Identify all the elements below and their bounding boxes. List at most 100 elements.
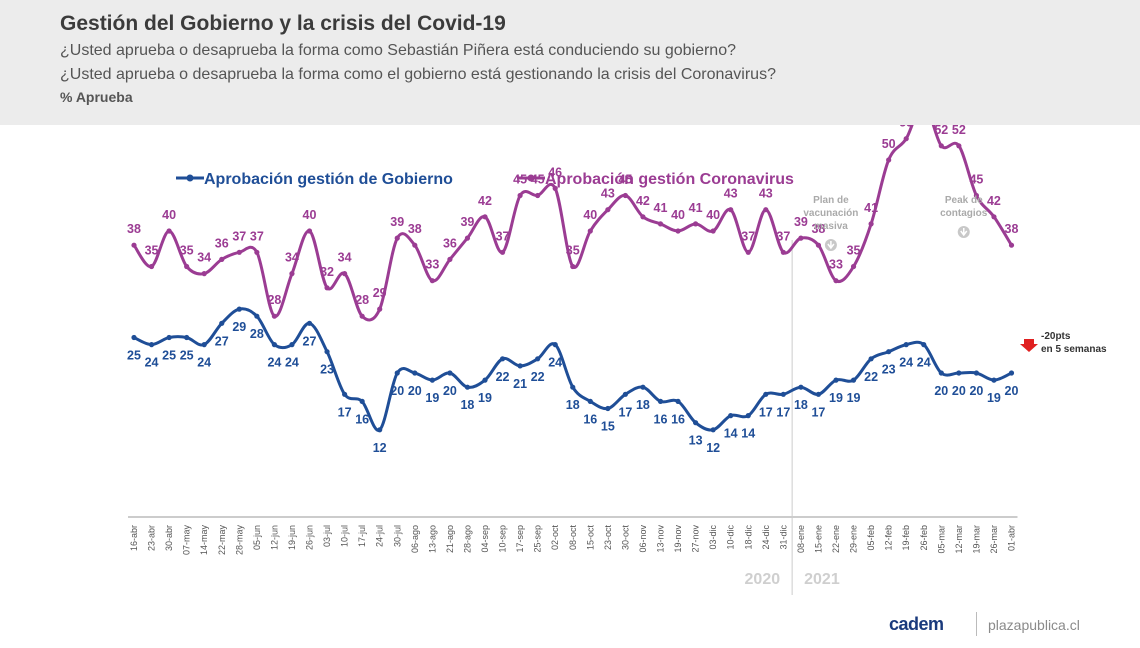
x-tick-label: 16-abr [129,525,139,551]
annotation-text: Plan de [813,195,849,206]
data-label: 16 [583,412,597,426]
x-tick-label: 05-jun [252,525,262,550]
data-point [429,278,435,284]
footer-site-link[interactable]: plazapublica.cl [988,617,1080,633]
data-point [640,384,646,390]
data-point [693,221,699,227]
data-point [394,370,400,376]
data-label: 27 [303,334,317,348]
legend: Aprobación gestión de Gobierno Aprobació… [176,171,794,188]
x-tick-label: 06-ago [410,525,420,553]
data-label: 19 [829,391,843,405]
data-point [552,342,558,348]
data-label: 36 [215,236,229,250]
data-point [956,143,962,149]
data-point [201,342,207,348]
data-label: 18 [636,398,650,412]
data-label: 18 [566,398,580,412]
x-tick-label: 12-mar [954,525,964,554]
data-label: 34 [338,251,352,265]
x-tick-label: 13-ago [427,525,437,553]
data-label: 17 [811,405,825,419]
data-label: 25 [127,349,141,363]
data-label: 33 [829,258,843,272]
data-label: 45 [513,173,527,187]
x-tick-label: 08-oct [568,525,578,551]
plot-area: 16-abr 23-abr 30-abr 07-may 14-may 22-may 28-m… [127,125,1107,595]
data-label: 42 [987,194,1001,208]
cadem-logo: cadem [889,614,944,634]
x-tick-label: 25-sep [533,525,543,553]
x-tick-label: 19-feb [901,525,911,551]
data-label: 43 [759,187,773,201]
data-point [359,398,365,404]
data-point [166,334,172,341]
question-gobierno: ¿Usted aprueba o desaprueba la forma com… [60,42,736,59]
data-label: 38 [408,222,422,236]
data-label: 20 [390,384,404,398]
data-point [219,256,225,262]
data-point [675,228,681,234]
data-point [166,228,172,234]
data-point [429,377,435,383]
data-point [587,228,593,234]
down-arrow-glyph [960,228,968,237]
x-tick-label: 13-nov [656,525,666,553]
data-label: 19 [478,391,492,405]
x-tick-label: 26-jun [305,525,315,550]
data-point [306,228,313,234]
data-label: 37 [232,229,246,243]
data-label: 43 [724,187,738,201]
data-label: 45 [618,173,632,187]
data-label: 14 [724,427,738,441]
data-point [728,413,734,419]
data-point [973,192,980,199]
x-tick-label: 21-ago [445,525,455,553]
data-point [763,207,769,213]
data-label: 39 [460,215,474,229]
data-point [535,356,541,362]
data-label: 36 [443,236,457,250]
data-point [640,214,646,220]
x-tick-label: 01-abr [1007,525,1017,551]
x-tick-label: 30-abr [164,525,174,551]
data-label: 17 [776,405,790,419]
data-point [833,278,839,284]
data-label: 40 [583,208,597,222]
data-label: 40 [303,208,317,222]
data-point [499,249,506,255]
legend-label-coronavirus: Aprobación gestión Coronavirus [545,171,794,188]
data-point [306,320,313,326]
data-label: 20 [408,384,422,398]
data-label: 23 [882,363,896,377]
data-point [1008,370,1015,376]
data-point [745,413,751,419]
x-tick-label: 03-jul [322,525,332,547]
data-point [482,377,488,383]
data-point [236,249,242,255]
data-point [359,313,365,319]
data-point [991,214,997,220]
data-label: 42 [478,194,492,208]
data-label: 19 [847,391,861,405]
data-label: 32 [320,265,334,279]
data-point [412,370,418,376]
data-point [324,285,330,291]
annotation-vacunacion: Plan de vacunación masiva [803,195,858,251]
x-tick-label: 12-feb [884,525,894,551]
annotation-peak: Peak de contagios [940,195,988,238]
data-point [763,391,769,397]
data-label: 20 [443,384,457,398]
legend-marker-coronavirus [527,174,535,182]
x-tick-label: 03-dic [708,525,718,550]
data-point [131,242,137,248]
annotation-text: vacunación [803,208,858,219]
data-label: 15 [601,420,615,434]
data-label: 16 [671,412,685,426]
data-point [622,391,629,397]
x-tick-label: 19-nov [673,525,683,553]
data-label: 24 [548,356,562,370]
data-label: 20 [969,384,983,398]
x-tick-label: 19-mar [971,525,981,554]
